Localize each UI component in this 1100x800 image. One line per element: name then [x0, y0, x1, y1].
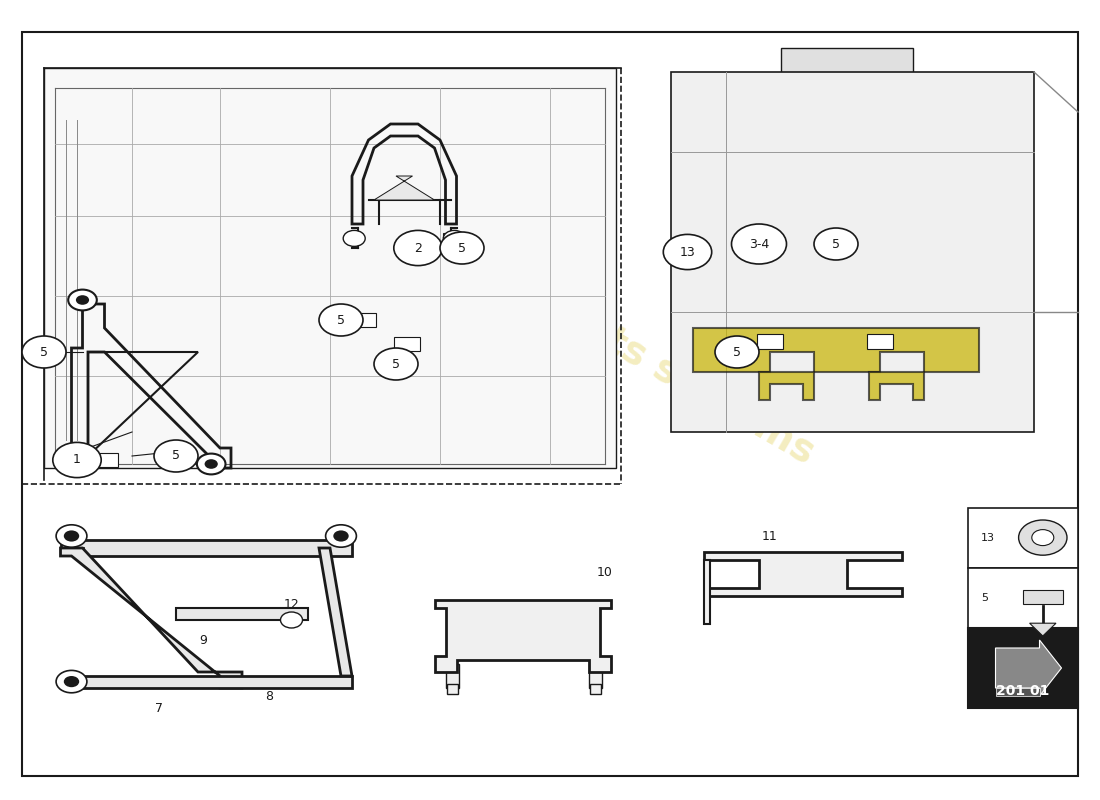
Circle shape [715, 336, 759, 368]
Circle shape [63, 394, 80, 406]
Text: 201 01: 201 01 [997, 683, 1049, 698]
Text: 5: 5 [458, 242, 466, 254]
Circle shape [205, 459, 218, 469]
Circle shape [443, 230, 465, 246]
Circle shape [22, 336, 66, 368]
Bar [1023, 590, 1063, 604]
Polygon shape [996, 640, 1062, 696]
Text: 10: 10 [597, 566, 613, 578]
Text: 9: 9 [199, 634, 208, 646]
Bar [91, 453, 118, 467]
Text: 1: 1 [73, 454, 81, 466]
Circle shape [64, 676, 79, 687]
Circle shape [63, 274, 80, 286]
Polygon shape [60, 532, 352, 556]
Text: 11: 11 [762, 530, 778, 542]
Circle shape [154, 440, 198, 472]
Polygon shape [996, 688, 1040, 696]
Text: 5: 5 [172, 450, 180, 462]
Text: 13: 13 [981, 533, 996, 542]
Polygon shape [176, 608, 308, 620]
Bar [350, 313, 376, 327]
Circle shape [394, 230, 442, 266]
Polygon shape [60, 548, 242, 688]
Text: 5: 5 [40, 346, 48, 358]
Circle shape [326, 525, 356, 547]
Text: 13: 13 [680, 246, 695, 258]
Polygon shape [693, 328, 979, 372]
Polygon shape [319, 548, 352, 676]
Polygon shape [1030, 623, 1056, 636]
Circle shape [333, 530, 349, 542]
Bar [757, 334, 783, 349]
Polygon shape [434, 600, 610, 672]
Bar [447, 684, 458, 694]
Polygon shape [60, 676, 352, 688]
Text: 2: 2 [414, 242, 422, 254]
Text: 6: 6 [304, 546, 312, 558]
Text: a passion for parts systems: a passion for parts systems [278, 136, 822, 472]
Bar [443, 233, 470, 247]
Circle shape [732, 224, 786, 264]
Circle shape [814, 228, 858, 260]
Bar [44, 68, 616, 468]
Circle shape [76, 295, 89, 305]
Circle shape [440, 232, 484, 264]
Circle shape [319, 304, 363, 336]
Bar [867, 334, 893, 349]
Bar [588, 664, 602, 688]
Circle shape [68, 290, 97, 310]
Circle shape [1019, 520, 1067, 555]
Polygon shape [759, 372, 814, 400]
Text: 12: 12 [284, 598, 299, 610]
Circle shape [343, 230, 365, 246]
Text: 3-4: 3-4 [749, 238, 769, 250]
Bar [781, 48, 913, 80]
Text: 5: 5 [733, 346, 741, 358]
Text: 7: 7 [155, 702, 164, 714]
Text: 5: 5 [832, 238, 840, 250]
Polygon shape [869, 372, 924, 400]
Text: 5: 5 [337, 314, 345, 326]
Text: 5: 5 [392, 358, 400, 370]
Polygon shape [374, 176, 434, 200]
Bar [968, 568, 1078, 628]
Bar [446, 664, 459, 688]
Polygon shape [704, 552, 902, 596]
Circle shape [663, 234, 712, 270]
Bar [968, 508, 1078, 568]
Polygon shape [704, 560, 710, 624]
Circle shape [374, 348, 418, 380]
Circle shape [53, 442, 101, 478]
Bar [394, 337, 420, 351]
Bar [590, 684, 601, 694]
Circle shape [280, 612, 302, 628]
Circle shape [197, 454, 226, 474]
Circle shape [56, 670, 87, 693]
Text: 8: 8 [265, 690, 274, 702]
Bar [968, 628, 1078, 708]
Text: 5: 5 [981, 593, 988, 602]
Circle shape [64, 530, 79, 542]
Circle shape [56, 525, 87, 547]
Bar [671, 72, 1034, 432]
Circle shape [1032, 530, 1054, 546]
Circle shape [63, 154, 80, 166]
